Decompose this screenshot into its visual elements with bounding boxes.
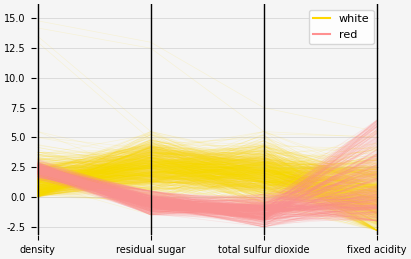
- Legend: white, red: white, red: [309, 10, 374, 44]
